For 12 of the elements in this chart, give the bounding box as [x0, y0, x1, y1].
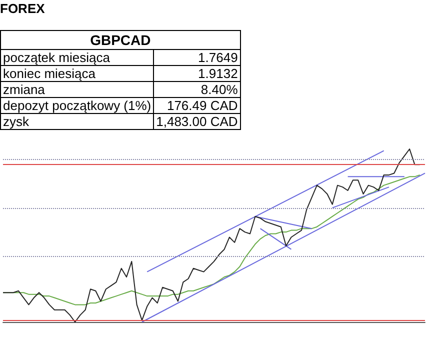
category-label: koniec miesiąca [0, 66, 154, 82]
category-label: początek miesiąca [0, 50, 154, 66]
text: 1.9132 [198, 66, 238, 81]
category-label: depozyt początkowy (1%) [0, 98, 154, 114]
text: 176.49 CAD [166, 98, 238, 113]
text: 8.40% [200, 82, 238, 97]
text: FOREX [0, 0, 46, 18]
text: 1,483.00 CAD [156, 114, 238, 129]
category-label: zysk [0, 114, 154, 130]
text: 1.7649 [198, 50, 238, 65]
category-label: zmiana [0, 82, 154, 98]
text: GBPCAD [0, 30, 240, 50]
